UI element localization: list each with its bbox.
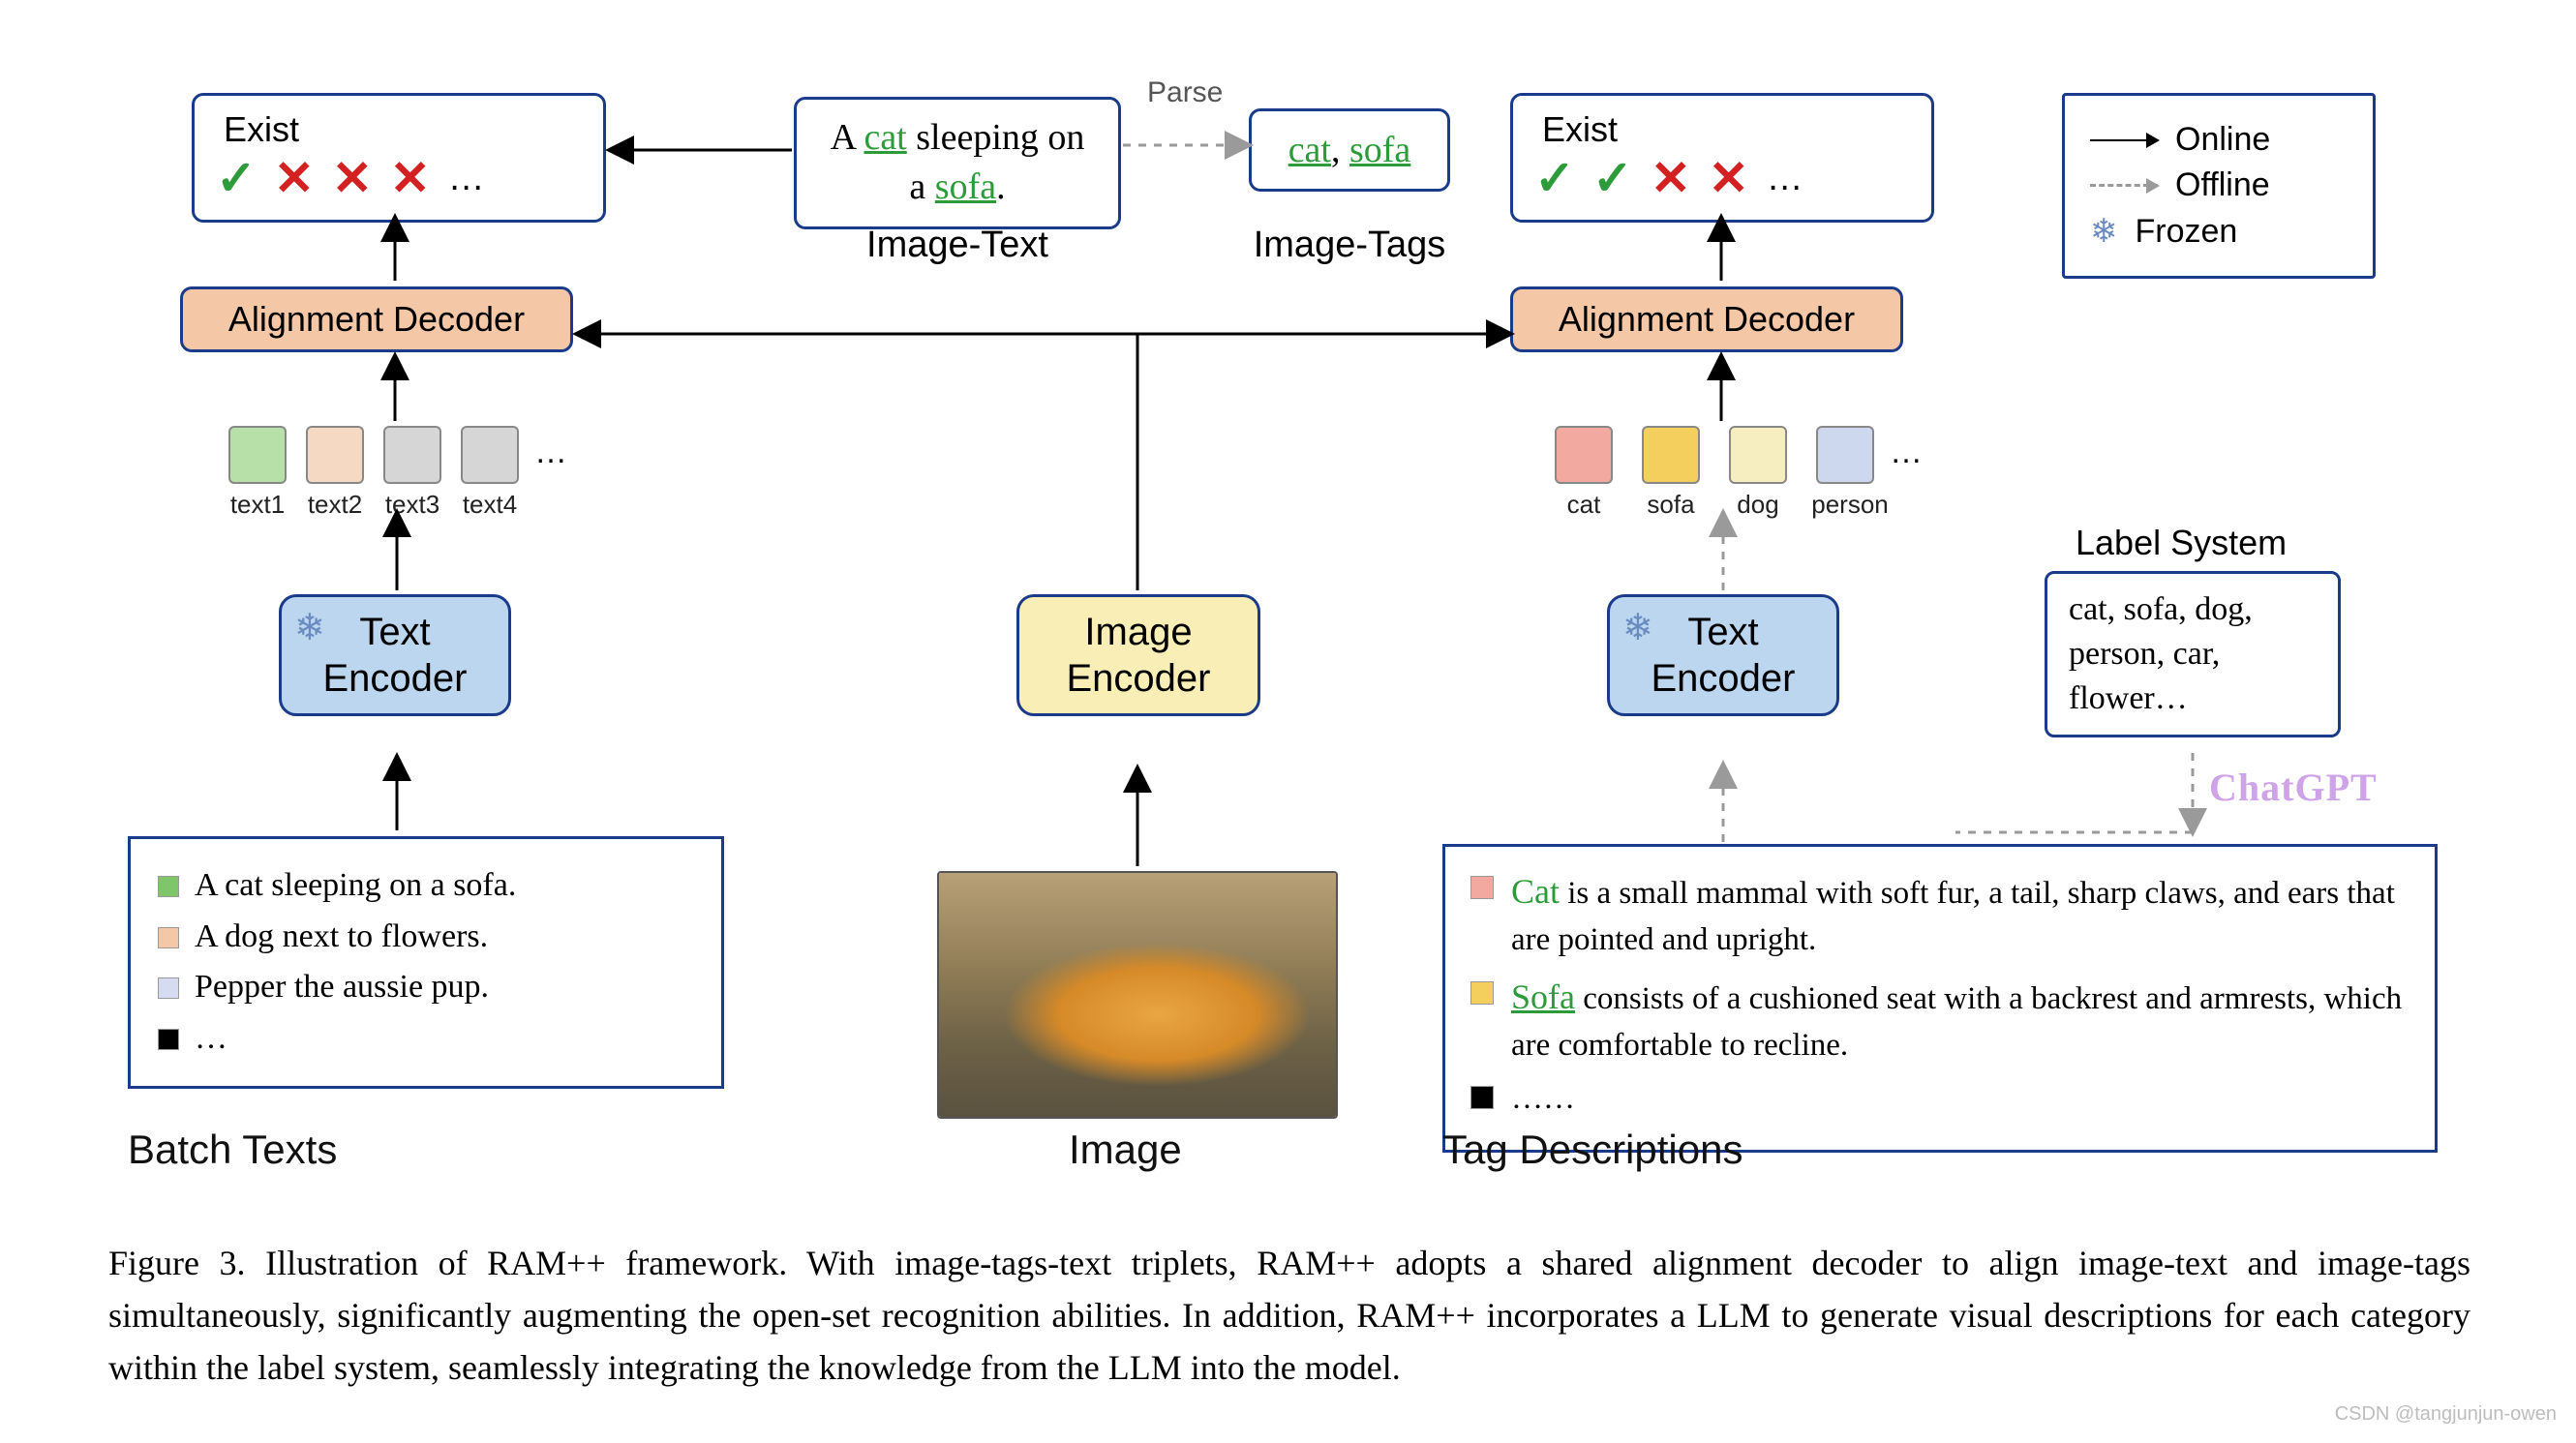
token-lbl-dog: dog	[1724, 490, 1792, 520]
itext-tag-sofa: sofa	[935, 166, 996, 207]
legend-frozen: ❄Frozen	[2090, 212, 2348, 251]
arrow-dash-icon	[2090, 184, 2158, 187]
image-tags-box: cat, sofa	[1249, 108, 1450, 192]
exist-marks-right: ✓ ✓ ✕ ✕ …	[1534, 150, 1803, 206]
token-lbl-text4: text4	[456, 490, 524, 520]
exist-box-left: Exist ✓ ✕ ✕ ✕ …	[192, 93, 606, 223]
bullet-icon	[1470, 1086, 1494, 1109]
tokens-left-ellipsis: …	[534, 434, 567, 471]
tag-descriptions-box: Cat is a small mammal with soft fur, a t…	[1442, 844, 2438, 1153]
batch-line-1: A cat sleeping on a sofa.	[158, 860, 694, 912]
image-text-label: Image-Text	[794, 225, 1121, 266]
token-lbl-text2: text2	[301, 490, 369, 520]
token-text3	[383, 426, 441, 484]
alignment-decoder-left: Alignment Decoder	[180, 286, 573, 352]
token-text1	[228, 426, 287, 484]
batch-texts-label: Batch Texts	[128, 1127, 337, 1173]
image-placeholder	[937, 871, 1338, 1119]
diagram-stage: { "layout": { "width": 2661, "height": 1…	[0, 0, 2576, 1443]
legend-box: Online Offline ❄Frozen	[2062, 93, 2376, 279]
tag-cat: cat	[1288, 130, 1331, 170]
arrow-solid-icon	[2090, 139, 2158, 141]
image-text-box: A cat sleeping on a sofa.	[794, 97, 1121, 229]
desc-lead-sofa: Sofa	[1511, 977, 1575, 1016]
desc-lead-cat: Cat	[1511, 872, 1560, 911]
token-text4	[461, 426, 519, 484]
frozen-icon: ❄	[294, 606, 325, 649]
check-icon: ✓	[1534, 150, 1575, 206]
batch-line-2: A dog next to flowers.	[158, 912, 694, 963]
cross-icon: ✕	[1709, 150, 1749, 206]
svg-text:Parse: Parse	[1147, 76, 1223, 108]
exist-title-left: Exist	[216, 109, 299, 150]
label-system-box: cat, sofa, dog, person, car, flower…	[2045, 571, 2341, 737]
chatgpt-label: ChatGPT	[2209, 765, 2378, 810]
bullet-icon	[158, 1029, 179, 1050]
token-text2	[306, 426, 364, 484]
frozen-icon: ❄	[1622, 606, 1653, 649]
watermark: CSDN @tangjunjun-owen	[2335, 1403, 2557, 1426]
bullet-icon	[1470, 876, 1494, 899]
bullet-icon	[158, 876, 179, 897]
bullet-icon	[158, 927, 179, 948]
image-tags-label: Image-Tags	[1229, 225, 1470, 266]
desc-row-cat: Cat is a small mammal with soft fur, a t…	[1470, 866, 2409, 964]
itext-prefix: A	[831, 117, 864, 158]
image-label: Image	[1069, 1127, 1182, 1173]
legend-online: Online	[2090, 121, 2348, 159]
cross-icon: ✕	[1651, 150, 1691, 206]
tag-descriptions-label: Tag Descriptions	[1442, 1127, 1743, 1173]
token-lbl-person: person	[1806, 490, 1894, 520]
snowflake-icon: ❄	[2090, 212, 2118, 251]
token-sofa	[1642, 426, 1700, 484]
cross-icon: ✕	[332, 150, 373, 206]
desc-row-sofa: Sofa consists of a cushioned seat with a…	[1470, 972, 2409, 1069]
token-lbl-cat: cat	[1550, 490, 1618, 520]
cross-icon: ✕	[390, 150, 431, 206]
tag-sofa: sofa	[1349, 130, 1410, 170]
check-icon: ✓	[1592, 150, 1633, 206]
token-lbl-text3: text3	[379, 490, 446, 520]
batch-line-4: …	[158, 1013, 694, 1065]
itext-tag-cat: cat	[864, 117, 906, 158]
tag-sep: ,	[1331, 130, 1349, 170]
legend-offline: Offline	[2090, 166, 2348, 204]
exist-box-right: Exist ✓ ✓ ✕ ✕ …	[1510, 93, 1934, 223]
alignment-decoder-right: Alignment Decoder	[1510, 286, 1903, 352]
token-person	[1816, 426, 1874, 484]
desc-row-more: ……	[1470, 1076, 2409, 1123]
label-system-title: Label System	[2076, 523, 2287, 563]
token-lbl-text1: text1	[224, 490, 291, 520]
figure-caption: Figure 3. Illustration of RAM++ framewor…	[108, 1237, 2470, 1394]
token-dog	[1729, 426, 1787, 484]
batch-line-3: Pepper the aussie pup.	[158, 962, 694, 1013]
bullet-icon	[158, 977, 179, 999]
image-encoder: ImageEncoder	[1016, 594, 1260, 716]
token-cat	[1555, 426, 1613, 484]
ellipsis: …	[448, 158, 485, 199]
token-lbl-sofa: sofa	[1637, 490, 1705, 520]
itext-suffix: .	[996, 166, 1006, 207]
batch-texts-box: A cat sleeping on a sofa. A dog next to …	[128, 836, 724, 1089]
image-bg	[939, 873, 1336, 1117]
check-icon: ✓	[216, 150, 257, 206]
cross-icon: ✕	[274, 150, 315, 206]
bullet-icon	[1470, 981, 1494, 1005]
tokens-right-ellipsis: …	[1890, 434, 1923, 471]
ellipsis: …	[1767, 158, 1803, 199]
exist-title-right: Exist	[1534, 109, 1618, 150]
exist-marks-left: ✓ ✕ ✕ ✕ …	[216, 150, 485, 206]
